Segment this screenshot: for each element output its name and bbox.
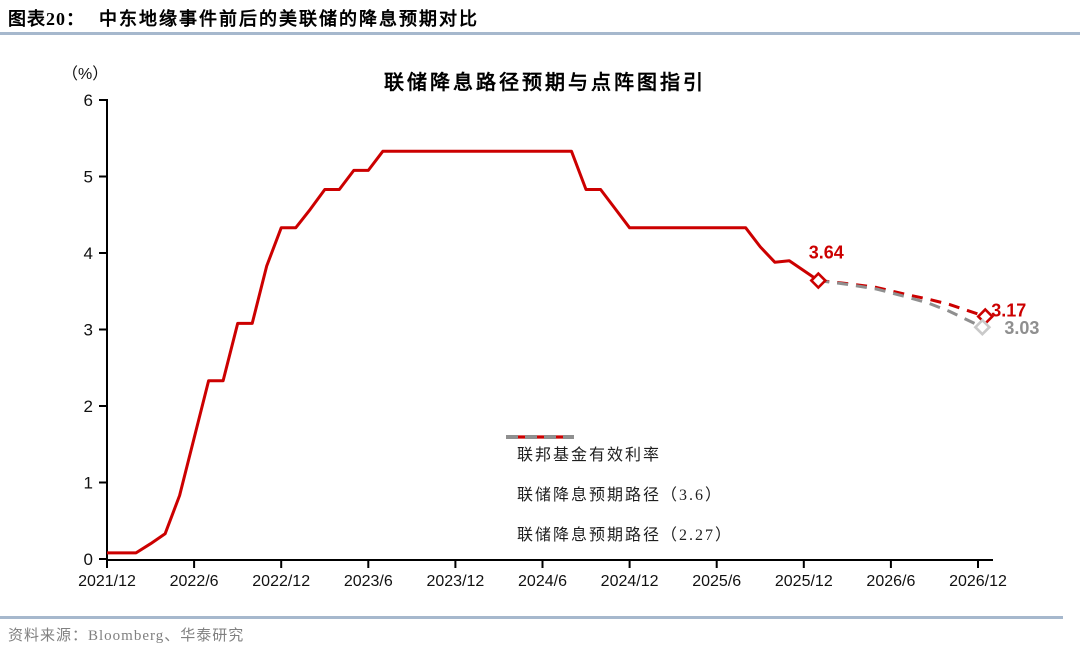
series-expected-path — [818, 279, 984, 329]
legend-item-path-2-27: 联储降息预期路径（2.27） — [505, 435, 734, 553]
diamond-marker — [973, 318, 992, 337]
data-label: 3.03 — [1004, 318, 1039, 338]
y-axis-unit-label: （%） — [62, 66, 109, 83]
x-tick-label: 2022/12 — [252, 573, 310, 590]
y-tick-label: 4 — [84, 244, 93, 263]
y-tick-label: 1 — [84, 474, 93, 493]
data-label: 3.17 — [991, 300, 1026, 320]
y-tick-label: 5 — [84, 168, 93, 187]
chart-title: 联储降息路径预期与点阵图指引 — [384, 72, 706, 94]
series-fed-funds-line — [107, 149, 820, 555]
y-tick-label: 2 — [84, 397, 93, 416]
y-tick-label: 3 — [84, 321, 93, 340]
figure-number: 图表20： — [8, 9, 85, 29]
header-divider — [0, 32, 1080, 35]
legend-label: 联储降息预期路径（2.27） — [517, 527, 734, 544]
x-tick-label: 2025/6 — [692, 573, 741, 590]
legend-label: 联储降息预期路径（3.6） — [517, 487, 724, 504]
y-tick-label: 6 — [84, 91, 93, 110]
x-tick-label: 2024/12 — [601, 573, 659, 590]
diamond-marker — [809, 271, 828, 290]
legend-label: 联邦基金有效利率 — [517, 447, 662, 464]
source-note: 资料来源：Bloomberg、华泰研究 — [8, 628, 245, 644]
x-tick-label: 2023/6 — [344, 573, 393, 590]
x-tick-label: 2023/12 — [426, 573, 484, 590]
x-tick-label: 2026/6 — [866, 573, 915, 590]
x-tick-label: 2022/6 — [170, 573, 219, 590]
legend-item-path-3-6: 联储降息预期路径（3.6） — [505, 435, 733, 513]
footer-divider — [0, 616, 1063, 619]
x-tick-label: 2026/12 — [949, 573, 1007, 590]
figure-header: 图表20： 中东地缘事件前后的美联储的降息预期对比 — [8, 5, 1072, 31]
chart-legend: 联邦基金有效利率 联储降息预期路径（3.6） 联储降息预期路径（2.27） — [505, 433, 733, 553]
y-tick-label: 0 — [84, 550, 93, 569]
legend-gray-dashed-swatch — [506, 435, 574, 439]
x-tick-label: 2024/6 — [518, 573, 567, 590]
data-label: 3.64 — [809, 243, 844, 263]
series-expected-path — [818, 279, 986, 318]
x-tick-label: 2025/12 — [775, 573, 833, 590]
x-tick-label: 2021/12 — [78, 573, 136, 590]
figure-title: 中东地缘事件前后的美联储的降息预期对比 — [99, 9, 479, 29]
